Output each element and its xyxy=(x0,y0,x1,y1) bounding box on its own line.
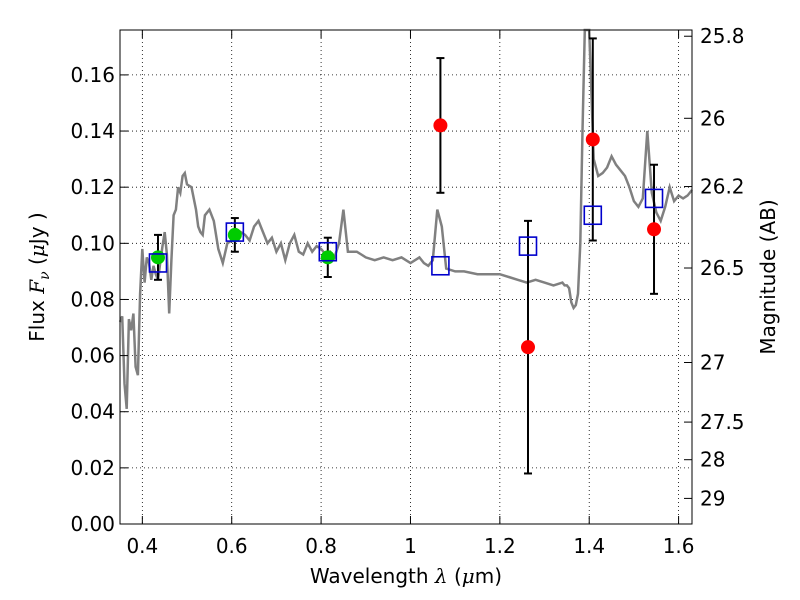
green-data-point xyxy=(320,250,335,265)
model-square-marker xyxy=(148,253,168,273)
x-tick-label: 1.6 xyxy=(663,534,695,558)
plot-frame xyxy=(119,29,693,525)
y-tick-label: 0.04 xyxy=(70,400,115,424)
y-tick-label: 0.14 xyxy=(70,119,115,143)
red-data-point xyxy=(585,132,600,147)
x-tick-label: 0.8 xyxy=(305,534,337,558)
y2-tick-label: 28 xyxy=(700,448,725,472)
y2-tick-label: 27.5 xyxy=(700,410,745,434)
spectrum-line xyxy=(118,28,693,410)
y2-tick-label: 25.8 xyxy=(700,24,745,48)
y2-tick-label: 26 xyxy=(700,106,725,130)
x-tick-label: 1.4 xyxy=(573,534,605,558)
y-tick-label: 0.16 xyxy=(70,63,115,87)
y2-axis-title: Magnitude (AB) xyxy=(756,199,780,354)
red-data-point xyxy=(647,222,662,237)
green-data-point xyxy=(227,227,242,242)
y-tick-label: 0.06 xyxy=(70,344,115,368)
model-square-marker xyxy=(225,222,245,242)
model-square-marker xyxy=(431,255,450,276)
y2-tick-label: 26.5 xyxy=(700,256,745,280)
x-tick-label: 1 xyxy=(404,534,417,558)
y2-tick-label: 29 xyxy=(700,486,725,510)
x-tick-label: 0.4 xyxy=(126,534,158,558)
x-axis-title: Wavelength λ (μm) xyxy=(310,564,502,588)
model-square-marker xyxy=(318,241,338,262)
y-tick-label: 0.10 xyxy=(70,231,115,255)
tick-labels: 0.4 0.6 0.8 1 1.2 1.4 1.6 0.00 0.02 0.04 0.06 0.08 0… xyxy=(70,24,744,558)
grid xyxy=(120,30,692,525)
y-tick-label: 0.02 xyxy=(70,456,115,480)
model-square-marker xyxy=(644,188,664,209)
ticks xyxy=(120,30,692,525)
red-data-point xyxy=(520,340,535,355)
x-tick-label: 1.2 xyxy=(484,534,516,558)
y-axis-title: Flux Fν (μJy ) xyxy=(25,212,53,341)
x-tick-label: 0.6 xyxy=(216,534,248,558)
y-tick-label: 0.00 xyxy=(70,512,115,536)
model-square-marker xyxy=(583,205,603,226)
green-data-point xyxy=(150,250,165,265)
markers xyxy=(148,118,664,355)
spectrum-layer xyxy=(118,28,693,410)
y-tick-label: 0.08 xyxy=(70,287,115,311)
y2-tick-label: 26.2 xyxy=(700,175,745,199)
red-data-point xyxy=(433,118,448,133)
y-tick-label: 0.12 xyxy=(70,175,115,199)
y2-tick-label: 27 xyxy=(700,350,725,374)
model-square-marker xyxy=(518,236,538,256)
